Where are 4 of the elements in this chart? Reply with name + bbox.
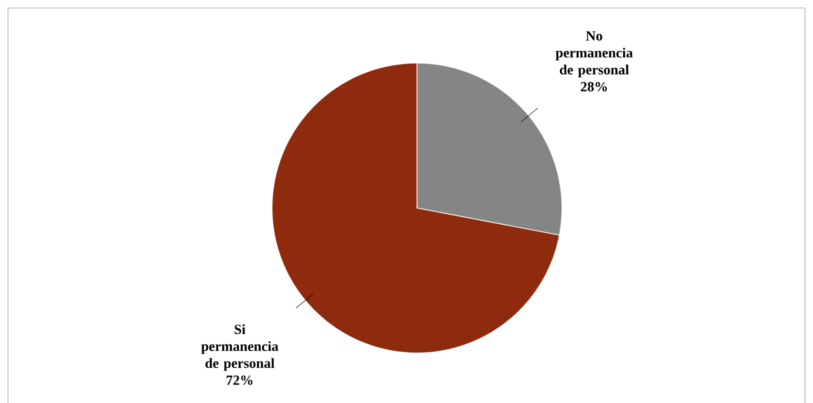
slice-label: Si permanencia de personal <box>201 324 278 371</box>
data-label: 72% <box>226 375 252 385</box>
slice-label: No permanencia de personal <box>556 31 633 78</box>
data-label: 28% <box>580 82 607 92</box>
